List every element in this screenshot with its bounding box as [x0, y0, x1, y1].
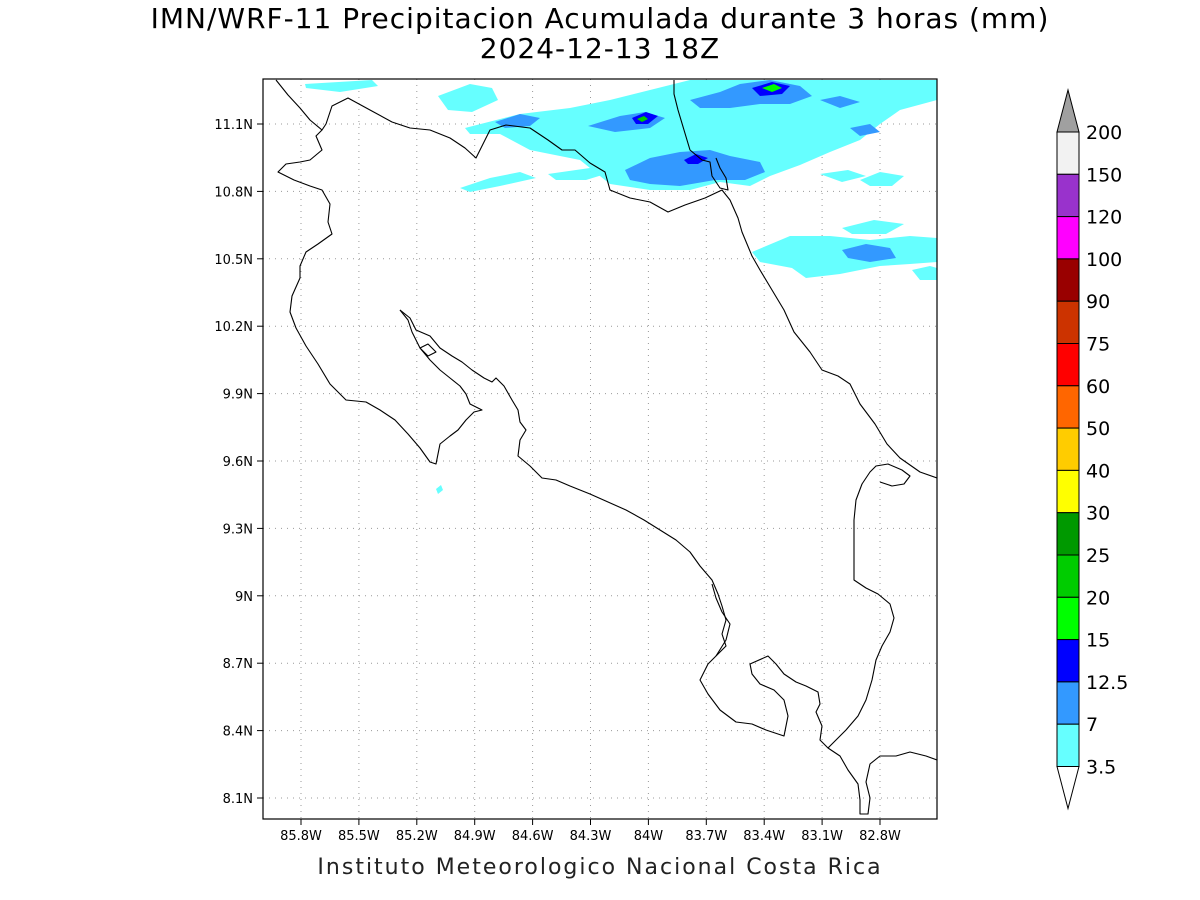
map-subtitle: 2024-12-13 18Z — [479, 32, 721, 65]
coastline — [275, 79, 937, 815]
map-title: IMN/WRF-11 Precipitacion Acumulada duran… — [150, 2, 1050, 35]
lat-tick-label: 10.5N — [214, 253, 253, 268]
colorbar-label: 12.5 — [1086, 672, 1128, 694]
guanacaste-coast — [277, 129, 483, 465]
colorbar: 200 150 120 100 90 75 60 50 40 30 25 20 15 12.5 7 3.5 — [1056, 88, 1128, 811]
colorbar-segment — [1056, 258, 1080, 302]
latitude-axis: 11.1N 10.8N 10.5N 10.2N 9.9N 9.6N 9.3N 9N 8.7N 8.… — [214, 118, 263, 807]
colorbar-segment — [1056, 554, 1080, 598]
colorbar-segment — [1056, 343, 1080, 387]
lat-tick-label: 8.7N — [223, 657, 253, 672]
footer-credit: Instituto Meteorologico Nacional Costa R… — [317, 855, 883, 880]
lon-tick-label: 83.7W — [685, 829, 727, 844]
lat-tick-label: 9N — [235, 590, 253, 605]
colorbar-segment — [1056, 300, 1080, 345]
colorbar-label: 7 — [1086, 714, 1098, 736]
colorbar-label: 75 — [1086, 334, 1110, 356]
pacific-coastline — [275, 79, 937, 479]
lon-tick-label: 82.8W — [859, 829, 901, 844]
colorbar-segment — [1056, 512, 1080, 556]
inner-coast — [711, 583, 731, 657]
colorbar-label: 40 — [1086, 460, 1110, 482]
lon-tick-label: 85.8W — [280, 829, 322, 844]
colorbar-label: 90 — [1086, 291, 1110, 313]
precip-band-3-5 — [305, 80, 937, 494]
colorbar-segment — [1056, 639, 1080, 683]
colorbar-label: 3.5 — [1086, 757, 1116, 779]
colorbar-bottom-arrow — [1056, 766, 1080, 811]
colorbar-label: 150 — [1086, 164, 1122, 186]
lat-tick-label: 9.3N — [223, 522, 253, 537]
colorbar-segment — [1056, 596, 1080, 641]
gulf-nicoya-coast — [399, 309, 937, 815]
colorbar-segment — [1056, 427, 1080, 471]
colorbar-segment — [1056, 469, 1080, 514]
lon-tick-label: 83.1W — [801, 829, 843, 844]
colorbar-label: 60 — [1086, 376, 1110, 398]
lat-tick-label: 11.1N — [214, 118, 253, 133]
lat-lon-grid — [263, 79, 937, 819]
lat-tick-label: 9.6N — [223, 455, 253, 470]
burica-peninsula — [827, 463, 911, 749]
colorbar-label: 100 — [1086, 249, 1122, 271]
colorbar-top-arrow — [1056, 88, 1080, 133]
colorbar-segment — [1056, 131, 1080, 175]
colorbar-segment — [1056, 723, 1080, 768]
precip-band-15 — [762, 84, 782, 92]
lat-tick-label: 8.4N — [223, 725, 253, 740]
precipitation-field — [305, 80, 937, 494]
colorbar-label: 15 — [1086, 630, 1110, 652]
lon-tick-label: 84.3W — [570, 829, 612, 844]
lat-tick-label: 10.8N — [214, 185, 253, 200]
colorbar-segment — [1056, 681, 1080, 725]
colorbar-label: 25 — [1086, 545, 1110, 567]
lon-tick-label: 84.9W — [454, 829, 496, 844]
lon-tick-label: 85.2W — [396, 829, 438, 844]
lon-tick-label: 83.4W — [743, 829, 785, 844]
precip-band-15b — [637, 116, 648, 122]
lat-tick-label: 9.9N — [223, 388, 253, 403]
map-frame — [262, 78, 938, 820]
colorbar-label: 30 — [1086, 503, 1110, 525]
border-line — [673, 80, 729, 191]
lat-tick-label: 10.2N — [214, 320, 253, 335]
colorbar-segment — [1056, 173, 1080, 218]
lon-tick-label: 84W — [634, 829, 664, 844]
lon-tick-label: 85.5W — [338, 829, 380, 844]
lat-tick-label: 8.1N — [223, 792, 253, 807]
colorbar-segment — [1056, 216, 1080, 260]
colorbar-label: 20 — [1086, 587, 1110, 609]
lon-tick-label: 84.6W — [512, 829, 554, 844]
longitude-axis: 85.8W 85.5W 85.2W 84.9W 84.6W 84.3W 84W 83.7W 83… — [280, 819, 901, 844]
colorbar-label: 50 — [1086, 418, 1110, 440]
colorbar-label: 200 — [1086, 122, 1122, 144]
colorbar-label: 120 — [1086, 207, 1122, 229]
precip-band-7 — [495, 80, 896, 262]
nicoya-island — [419, 343, 437, 357]
colorbar-segment — [1056, 385, 1080, 429]
